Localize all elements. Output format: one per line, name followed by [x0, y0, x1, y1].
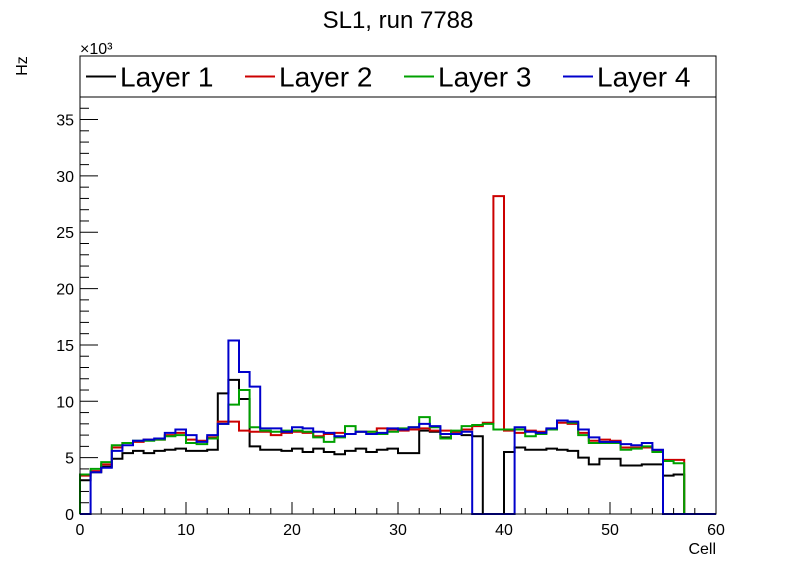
series-line-layer-4: [80, 339, 716, 515]
y-tick-label: 5: [65, 451, 74, 468]
y-tick-label: 25: [56, 225, 74, 242]
y-axis-label: Hz: [14, 56, 31, 76]
y-multiplier-label: ×10³: [80, 41, 113, 58]
legend-label-layer-4: Layer 4: [597, 62, 690, 93]
y-tick-label: 35: [56, 113, 74, 130]
y-tick-label: 10: [56, 394, 74, 411]
legend-label-layer-1: Layer 1: [120, 62, 213, 93]
x-tick-label: 20: [283, 522, 301, 539]
legend-label-layer-2: Layer 2: [279, 62, 372, 93]
chart-title: SL1, run 7788: [323, 7, 474, 34]
series-layer: [79, 195, 716, 515]
x-tick-label: 30: [389, 522, 407, 539]
legend-box: [79, 55, 717, 98]
x-tick-label: 50: [601, 522, 619, 539]
x-tick-label: 60: [707, 522, 725, 539]
x-tick-label: 10: [177, 522, 195, 539]
y-tick-label: 20: [56, 282, 74, 299]
legend-label-layer-3: Layer 3: [438, 62, 531, 93]
y-tick-label: 15: [56, 338, 74, 355]
series-line-layer-1: [79, 378, 716, 515]
x-axis-label: Cell: [688, 541, 716, 558]
legend: Layer 1 Layer 2 Layer 3 Layer 4: [79, 55, 717, 98]
y-tick-label: 30: [56, 169, 74, 186]
axes-layer: 0 10 20 30 40 50 60 0 5 10 15 20 25 30 35: [56, 96, 725, 539]
x-tick-label: 0: [76, 522, 85, 539]
x-tick-label: 40: [495, 522, 513, 539]
y-tick-label: 0: [65, 507, 74, 524]
